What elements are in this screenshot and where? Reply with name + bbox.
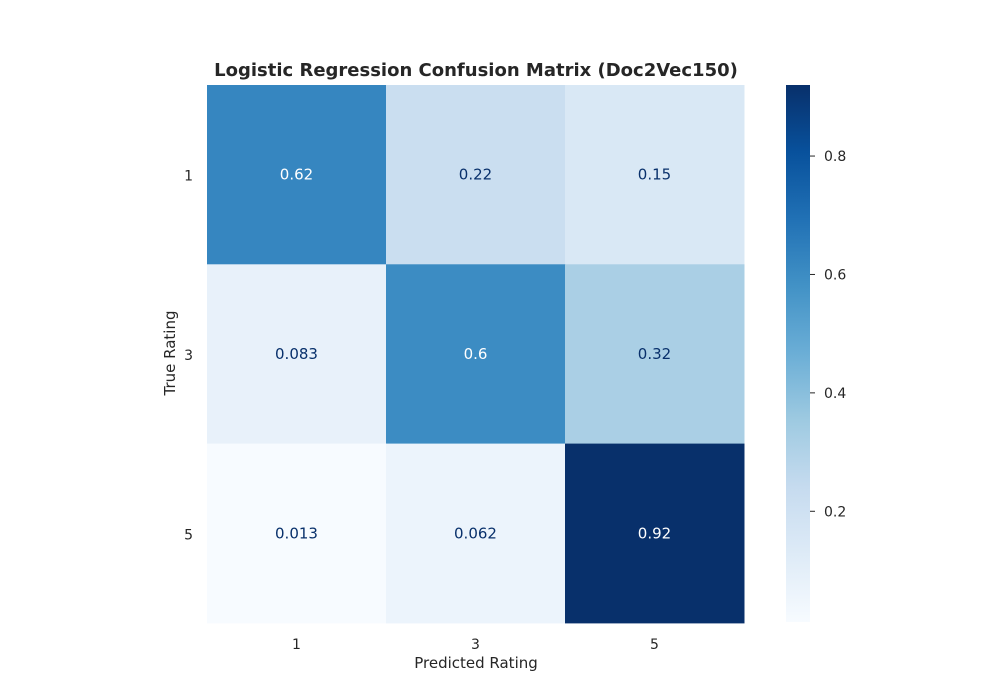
x-tick-label: 3: [471, 637, 480, 653]
chart-title: Logistic Regression Confusion Matrix (Do…: [214, 60, 738, 81]
y-tick-label: 1: [184, 169, 193, 185]
cell-value-label: 0.62: [280, 166, 313, 184]
heatmap-cell: [207, 264, 387, 445]
y-tick-label: 3: [184, 348, 193, 364]
x-axis-label: Predicted Rating: [414, 654, 538, 672]
x-tick-label: 5: [650, 637, 659, 653]
heatmap-cell: [386, 443, 566, 624]
x-axis-ticks: 1 3 5: [292, 637, 659, 653]
heatmap-cell: [386, 264, 566, 445]
colorbar-tick-label: 0.6: [824, 267, 846, 283]
colorbar: [786, 85, 810, 622]
cell-value-label: 0.22: [459, 166, 492, 184]
cell-value-label: 0.92: [638, 524, 671, 542]
cell-value-label: 0.013: [275, 524, 318, 542]
y-axis-label: True Rating: [161, 311, 179, 397]
x-tick-label: 1: [292, 637, 301, 653]
cell-value-label: 0.083: [275, 345, 318, 363]
cell-value-label: 0.6: [464, 345, 488, 363]
y-tick-label: 5: [184, 527, 193, 543]
heatmap-cells: 0.62 0.22 0.15 0.083 0.6 0.32 0.013 0.062 0.92: [207, 85, 745, 624]
y-axis-ticks: 1 3 5: [184, 169, 193, 544]
colorbar-ticks: 0.2 0.4 0.6 0.8: [810, 149, 846, 520]
heatmap-cell: [386, 85, 566, 265]
heatmap-cell: [207, 443, 387, 624]
cell-value-label: 0.062: [454, 524, 497, 542]
colorbar-tick-label: 0.8: [824, 149, 846, 165]
colorbar-tick-label: 0.4: [824, 386, 846, 402]
cell-value-label: 0.32: [638, 345, 671, 363]
colorbar-tick-label: 0.2: [824, 504, 846, 520]
heatmap-cell: [565, 85, 745, 265]
heatmap-cell: [565, 443, 745, 624]
heatmap-cell: [207, 85, 387, 265]
heatmap-cell: [565, 264, 745, 445]
cell-value-label: 0.15: [638, 166, 671, 184]
